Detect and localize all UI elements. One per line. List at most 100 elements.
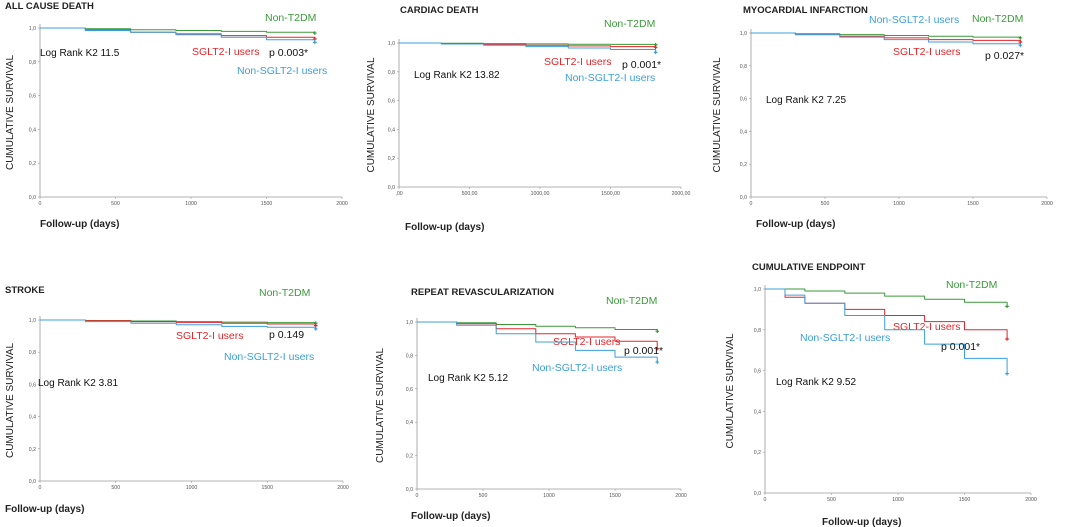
- y-tick-label: 0,2: [754, 450, 761, 456]
- y-axis-label: CUMULATIVE SURVIVAL: [725, 333, 736, 448]
- panel-title: CUMULATIVE ENDPOINT: [752, 262, 865, 273]
- y-tick-label: 0,2: [29, 447, 36, 453]
- censor-marker: [655, 329, 660, 333]
- x-tick-label: ,00: [395, 191, 402, 197]
- y-tick-label: 1,0: [388, 41, 395, 47]
- series-non-sglt2-i-users: [40, 319, 317, 329]
- censor-marker: [1005, 371, 1009, 376]
- series-label: SGLT2-I users: [544, 56, 612, 68]
- series-label: SGLT2-I users: [192, 46, 260, 58]
- y-tick-label: 0,6: [29, 382, 36, 388]
- log-rank-annotation: Log Rank K2 7.25: [766, 95, 846, 106]
- x-tick-label: 1000: [543, 493, 555, 499]
- censor-marker: [653, 50, 658, 55]
- x-tick-label: 2000,00: [672, 191, 691, 197]
- panel-title: STROKE: [5, 285, 45, 296]
- y-axis-label: CUMULATIVE SURVIVAL: [5, 55, 16, 170]
- series-label: Non-T2DM: [265, 12, 316, 24]
- series-label: Non-T2DM: [606, 295, 657, 307]
- x-tick-label: 500: [111, 201, 120, 207]
- censor-marker: [1005, 304, 1009, 309]
- series-non-sglt2-i-users: [399, 42, 657, 53]
- p-value-annotation: p 0.001*: [622, 59, 661, 71]
- x-tick-label: 1500,00: [601, 191, 620, 197]
- x-tick-label: 1000: [892, 497, 904, 503]
- y-tick-label: 0,0: [29, 195, 36, 201]
- y-tick-label: 0,8: [406, 353, 413, 359]
- panel-title: CARDIAC DEATH: [400, 5, 479, 16]
- y-tick-label: 0,0: [740, 195, 747, 201]
- km-panel-0: ALL CAUSE DEATH CUMULATIVE SURVIVAL 0,0 0,2…: [5, 1, 348, 230]
- y-tick-label: 0,0: [754, 491, 761, 497]
- y-tick-label: 0,2: [388, 156, 395, 162]
- km-panel-1: CARDIAC DEATH CUMULATIVE SURVIVAL 0,0 0,2 0,…: [366, 5, 690, 233]
- y-tick-label: 0,4: [406, 420, 413, 426]
- y-tick-label: 0,4: [29, 127, 36, 133]
- x-axis-label: Follow-up (days): [40, 219, 119, 230]
- series-label: Non-SGLT2-I users: [869, 14, 959, 26]
- series-label: SGLT2-I users: [893, 321, 961, 333]
- x-tick-label: 1000: [893, 201, 905, 207]
- x-tick-label: 0: [750, 201, 753, 207]
- series-non-sglt2-i-users: [40, 27, 316, 43]
- series-label: Non-SGLT2-I users: [237, 65, 327, 77]
- x-tick-label: 0: [764, 497, 767, 503]
- log-rank-annotation: Log Rank K2 3.81: [38, 378, 118, 389]
- y-tick-label: 0,4: [29, 415, 36, 421]
- censor-marker: [1005, 337, 1009, 341]
- series-label: Non-T2DM: [972, 13, 1023, 25]
- y-tick-label: 0,0: [388, 185, 395, 191]
- y-tick-label: 0,6: [740, 97, 747, 103]
- censor-marker: [653, 45, 658, 50]
- x-tick-label: 500: [827, 497, 836, 503]
- y-tick-label: 1,0: [754, 287, 761, 293]
- x-axis-label: Follow-up (days): [5, 504, 84, 515]
- series-non-t2dm: [751, 32, 1021, 38]
- x-tick-label: 2000: [337, 485, 349, 491]
- x-tick-label: 1500: [609, 493, 621, 499]
- censor-marker: [655, 360, 660, 364]
- y-tick-label: 0,8: [29, 350, 36, 356]
- x-tick-label: 2000: [675, 493, 687, 499]
- y-tick-label: 0,6: [388, 99, 395, 105]
- y-tick-label: 0,6: [754, 369, 761, 375]
- censor-marker: [655, 346, 660, 351]
- y-tick-label: 0,6: [29, 94, 36, 100]
- x-tick-label: 2000: [1025, 497, 1037, 503]
- log-rank-annotation: Log Rank K2 11.5: [40, 48, 120, 59]
- y-tick-label: 0,0: [406, 487, 413, 493]
- y-axis-label: CUMULATIVE SURVIVAL: [375, 348, 386, 463]
- y-tick-label: 1,0: [29, 26, 36, 32]
- x-tick-label: 1500: [261, 201, 273, 207]
- series-non-sglt2-i-users: [751, 32, 1021, 46]
- p-value-annotation: p 0.149: [269, 329, 304, 341]
- y-tick-label: 0,8: [388, 70, 395, 76]
- y-tick-label: 0,0: [29, 479, 36, 485]
- p-value-annotation: p 0.003*: [269, 47, 308, 59]
- y-tick-label: 0,2: [740, 162, 747, 168]
- panel-title: MYOCARDIAL INFARCTION: [743, 5, 868, 16]
- x-tick-label: 500: [479, 493, 488, 499]
- p-value-annotation: p 0.001*: [941, 341, 980, 353]
- series-label: Non-SGLT2-I users: [532, 362, 622, 374]
- y-tick-label: 0,8: [29, 60, 36, 66]
- km-panel-4: REPEAT REVASCULARIZATION CUMULATIVE SURVI…: [375, 287, 687, 522]
- censor-marker: [313, 31, 317, 35]
- y-tick-label: 0,4: [754, 409, 761, 415]
- series-label: Non-T2DM: [946, 279, 997, 291]
- y-tick-label: 0,2: [29, 161, 36, 167]
- censor-marker: [313, 40, 317, 45]
- series-label: SGLT2-I users: [893, 46, 961, 58]
- y-tick-label: 0,4: [740, 129, 747, 135]
- log-rank-annotation: Log Rank K2 9.52: [776, 377, 856, 388]
- x-tick-label: 1000: [185, 201, 197, 207]
- y-tick-label: 1,0: [29, 318, 36, 324]
- x-axis-label: Follow-up (days): [756, 219, 835, 230]
- x-tick-label: 1500: [959, 497, 971, 503]
- km-panel-2: MYOCARDIAL INFARCTION CUMULATIVE SURVIVAL…: [712, 5, 1053, 230]
- series-sglt2-i-users: [765, 288, 1008, 339]
- censor-marker: [313, 327, 318, 331]
- series-sglt2-i-users: [40, 27, 316, 39]
- series-label: Non-SGLT2-I users: [565, 72, 655, 84]
